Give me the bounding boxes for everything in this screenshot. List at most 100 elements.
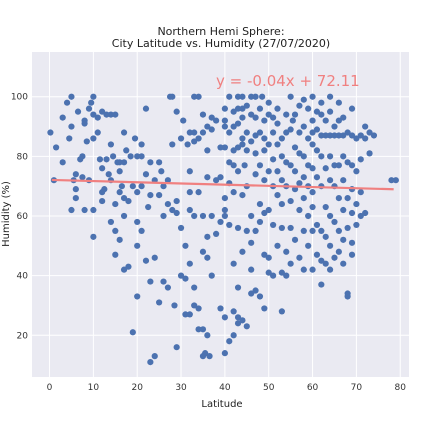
data-point xyxy=(241,162,248,169)
data-point xyxy=(134,242,141,249)
data-point xyxy=(221,117,228,124)
data-point xyxy=(213,177,220,184)
x-tick-label: 70 xyxy=(351,383,363,393)
data-point xyxy=(120,129,128,136)
data-point xyxy=(335,132,342,139)
data-point xyxy=(204,147,211,154)
data-point xyxy=(287,162,294,169)
data-point xyxy=(283,272,290,279)
data-point xyxy=(191,129,198,136)
data-point xyxy=(99,165,106,172)
data-point xyxy=(186,260,193,267)
data-point xyxy=(362,135,369,142)
data-point xyxy=(274,168,281,175)
data-point xyxy=(103,156,110,163)
data-point xyxy=(252,227,259,234)
data-point xyxy=(248,239,255,246)
data-point xyxy=(326,153,334,160)
data-point xyxy=(305,242,312,249)
data-point xyxy=(160,278,167,285)
x-tick-label: 20 xyxy=(131,383,143,393)
data-point xyxy=(120,266,128,273)
data-point xyxy=(313,108,321,115)
data-point xyxy=(256,105,264,112)
data-point xyxy=(120,212,128,220)
data-point xyxy=(79,153,86,160)
data-point xyxy=(213,230,220,237)
data-point xyxy=(256,129,264,136)
data-point xyxy=(353,168,360,175)
data-point xyxy=(199,212,207,220)
data-point xyxy=(127,153,134,160)
data-point xyxy=(335,99,342,106)
data-point xyxy=(305,105,312,112)
data-point xyxy=(142,257,150,264)
data-point xyxy=(256,200,264,208)
y-tick-label: 20 xyxy=(17,331,29,341)
data-point xyxy=(261,177,268,184)
data-point xyxy=(142,171,150,178)
data-point xyxy=(234,144,242,151)
data-point xyxy=(234,120,242,127)
data-point xyxy=(300,123,307,130)
data-point xyxy=(300,153,307,160)
data-point xyxy=(221,206,228,214)
data-point xyxy=(256,218,264,226)
data-point xyxy=(208,212,215,220)
data-point xyxy=(309,189,316,196)
data-point xyxy=(94,129,101,136)
data-point xyxy=(230,108,237,115)
data-point xyxy=(335,227,342,234)
data-point xyxy=(348,132,356,139)
data-point xyxy=(191,302,198,309)
data-point xyxy=(274,105,281,112)
data-point xyxy=(158,168,165,175)
data-point xyxy=(283,111,290,118)
data-point xyxy=(96,156,104,163)
data-point xyxy=(265,269,272,276)
data-point xyxy=(261,147,268,154)
data-point xyxy=(261,305,268,312)
data-point xyxy=(261,135,268,142)
data-point xyxy=(112,200,119,208)
data-point xyxy=(116,189,123,196)
data-point xyxy=(274,192,281,199)
data-point xyxy=(226,338,233,345)
x-tick-label: 60 xyxy=(307,383,319,393)
data-point xyxy=(322,260,329,267)
data-point xyxy=(291,168,299,175)
data-point xyxy=(243,323,250,330)
data-point xyxy=(287,260,294,267)
data-point xyxy=(296,254,303,261)
plot-area xyxy=(32,52,409,377)
data-point xyxy=(138,153,145,160)
chart-title-line2: City Latitude vs. Humidity (27/07/2020) xyxy=(112,37,330,50)
data-point xyxy=(234,93,242,100)
data-point xyxy=(357,156,364,163)
data-point xyxy=(134,189,141,196)
data-point xyxy=(296,150,303,157)
data-point xyxy=(90,135,97,142)
data-point xyxy=(309,93,316,100)
data-point xyxy=(109,153,117,160)
data-point xyxy=(283,129,290,136)
data-point xyxy=(326,177,334,184)
data-point xyxy=(107,111,115,118)
data-point xyxy=(239,93,246,100)
data-point xyxy=(81,206,88,214)
data-point xyxy=(274,120,281,127)
data-point xyxy=(195,326,202,333)
data-point xyxy=(226,159,233,166)
data-point xyxy=(340,206,347,214)
data-point xyxy=(173,209,180,217)
data-point xyxy=(202,350,209,357)
data-point xyxy=(265,254,272,261)
data-point xyxy=(326,266,334,273)
data-point xyxy=(296,129,303,136)
data-point xyxy=(340,260,347,267)
data-point xyxy=(226,93,233,100)
data-point xyxy=(186,206,193,214)
data-point xyxy=(239,317,246,324)
data-point xyxy=(88,99,95,106)
